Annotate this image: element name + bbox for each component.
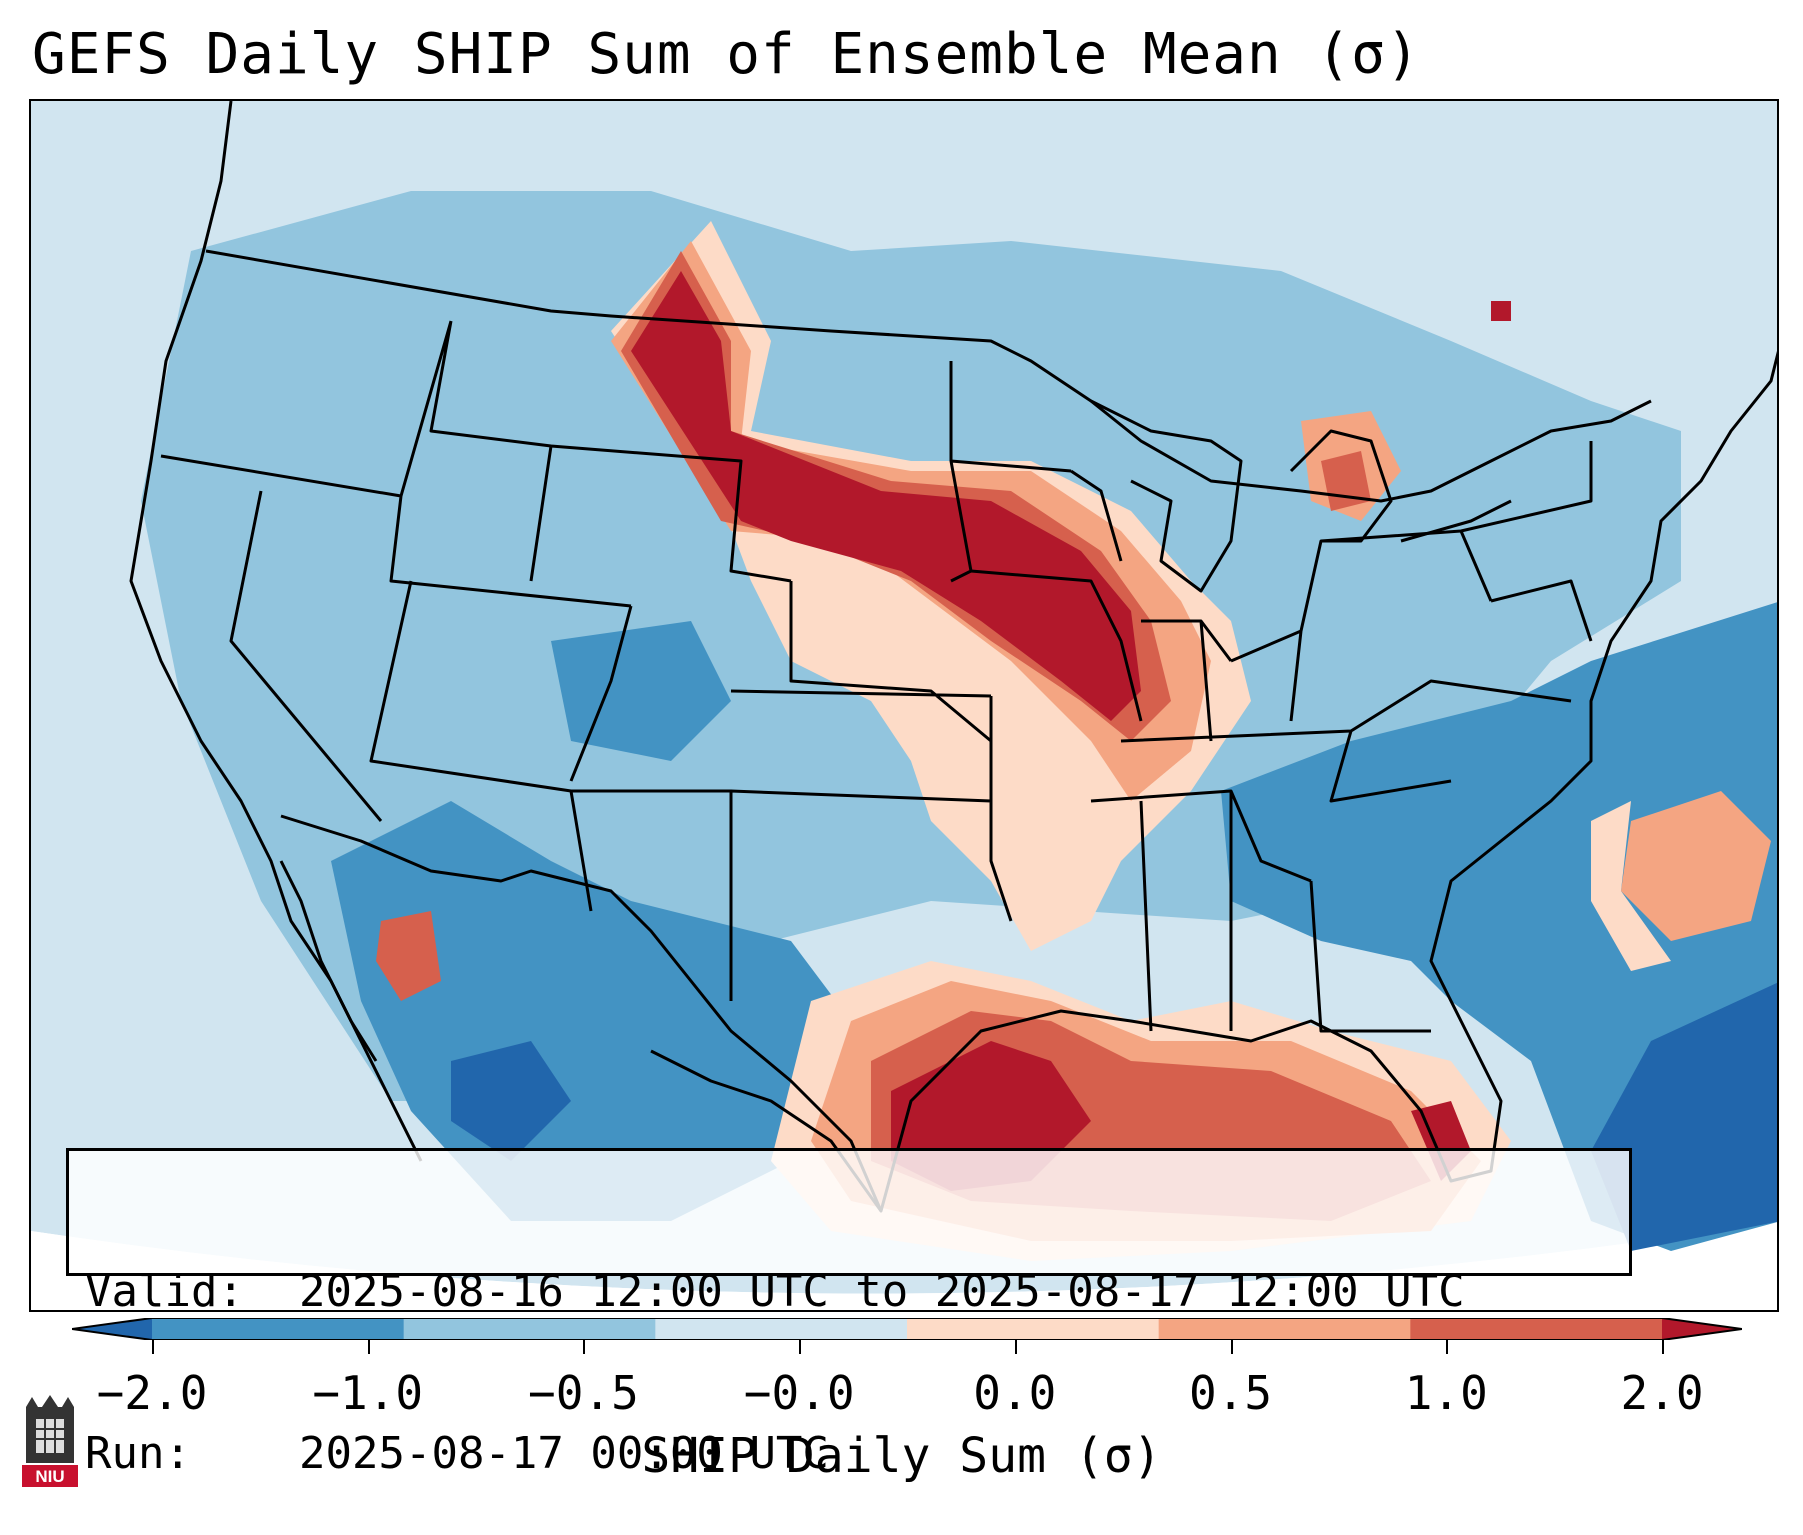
field-pale-red-atlantic <box>1591 801 1671 971</box>
colorbar-tick-label: −2.0 <box>96 1366 208 1420</box>
niu-logo: NIU <box>22 1395 78 1487</box>
colorbar-tick-mark <box>1230 1340 1233 1354</box>
colorbar-extend-low <box>72 1318 152 1340</box>
colorbar-tick-mark <box>799 1340 802 1354</box>
state-borders <box>160 320 1593 1033</box>
run-label: Run: <box>85 1428 191 1479</box>
border-canada-us <box>205 249 1652 503</box>
colorbar-tick-label: 0.0 <box>973 1366 1057 1420</box>
field-dark-blue-mexico <box>451 1041 571 1161</box>
field-red-baja <box>376 911 441 1001</box>
boundaries <box>129 101 1777 1213</box>
colorbar-label: SHIP Daily Sum (σ) <box>641 1428 1162 1484</box>
valid-run-info-box: Valid: 2025-08-16 12:00 UTC to 2025-08-17… <box>66 1148 1632 1479</box>
coastline-baja <box>279 860 378 1062</box>
colorbar-bin <box>1410 1318 1663 1340</box>
chart-title: GEFS Daily SHIP Sum of Ensemble Mean (σ) <box>32 22 1421 87</box>
field-dark-blue-atlantic <box>1591 982 1777 1251</box>
colorbar-tick-label: 1.0 <box>1404 1366 1488 1420</box>
map-panel <box>29 99 1779 1312</box>
colorbar-tick-mark <box>1014 1340 1017 1354</box>
colorbar-bin <box>655 1318 908 1340</box>
colorbar-tick-label: −0.5 <box>528 1366 639 1420</box>
border-us-mexico <box>280 814 883 1212</box>
run-value: 2025-08-17 00:00 UTC <box>299 1428 829 1479</box>
colorbar-tick-label: 2.0 <box>1620 1366 1704 1420</box>
colorbar-tick-mark <box>1446 1340 1449 1354</box>
colorbar-bin <box>152 1318 405 1340</box>
valid-label: Valid: <box>85 1266 244 1317</box>
map-outside-projection <box>31 1221 1777 1310</box>
ship-field-map <box>31 101 1777 1310</box>
colorbar-tick-label: 0.5 <box>1189 1366 1273 1420</box>
colorbar <box>72 1318 1742 1340</box>
field-mid-blue-colorado <box>551 621 731 761</box>
colorbar-tick-label: −1.0 <box>312 1366 424 1420</box>
colorbar-bin <box>403 1318 656 1340</box>
valid-value: 2025-08-16 12:00 UTC to 2025-08-17 12:00… <box>299 1266 1465 1317</box>
colorbar-tick-mark <box>152 1340 154 1354</box>
logo-text: NIU <box>35 1467 64 1486</box>
colorbar-tick-mark <box>583 1340 586 1354</box>
field-red-quebec <box>1491 301 1511 321</box>
field-orange-atlantic <box>1621 791 1771 941</box>
colorbar-bin <box>907 1318 1160 1340</box>
colorbar-extend-high <box>1662 1318 1742 1340</box>
colorbar-tick-mark <box>1662 1340 1664 1354</box>
colorbar-bin <box>1158 1318 1411 1340</box>
colorbar-tick-mark <box>367 1340 370 1354</box>
colorbar-tick-label: −0.0 <box>743 1366 855 1420</box>
field-dark-red-band <box>631 271 1141 721</box>
